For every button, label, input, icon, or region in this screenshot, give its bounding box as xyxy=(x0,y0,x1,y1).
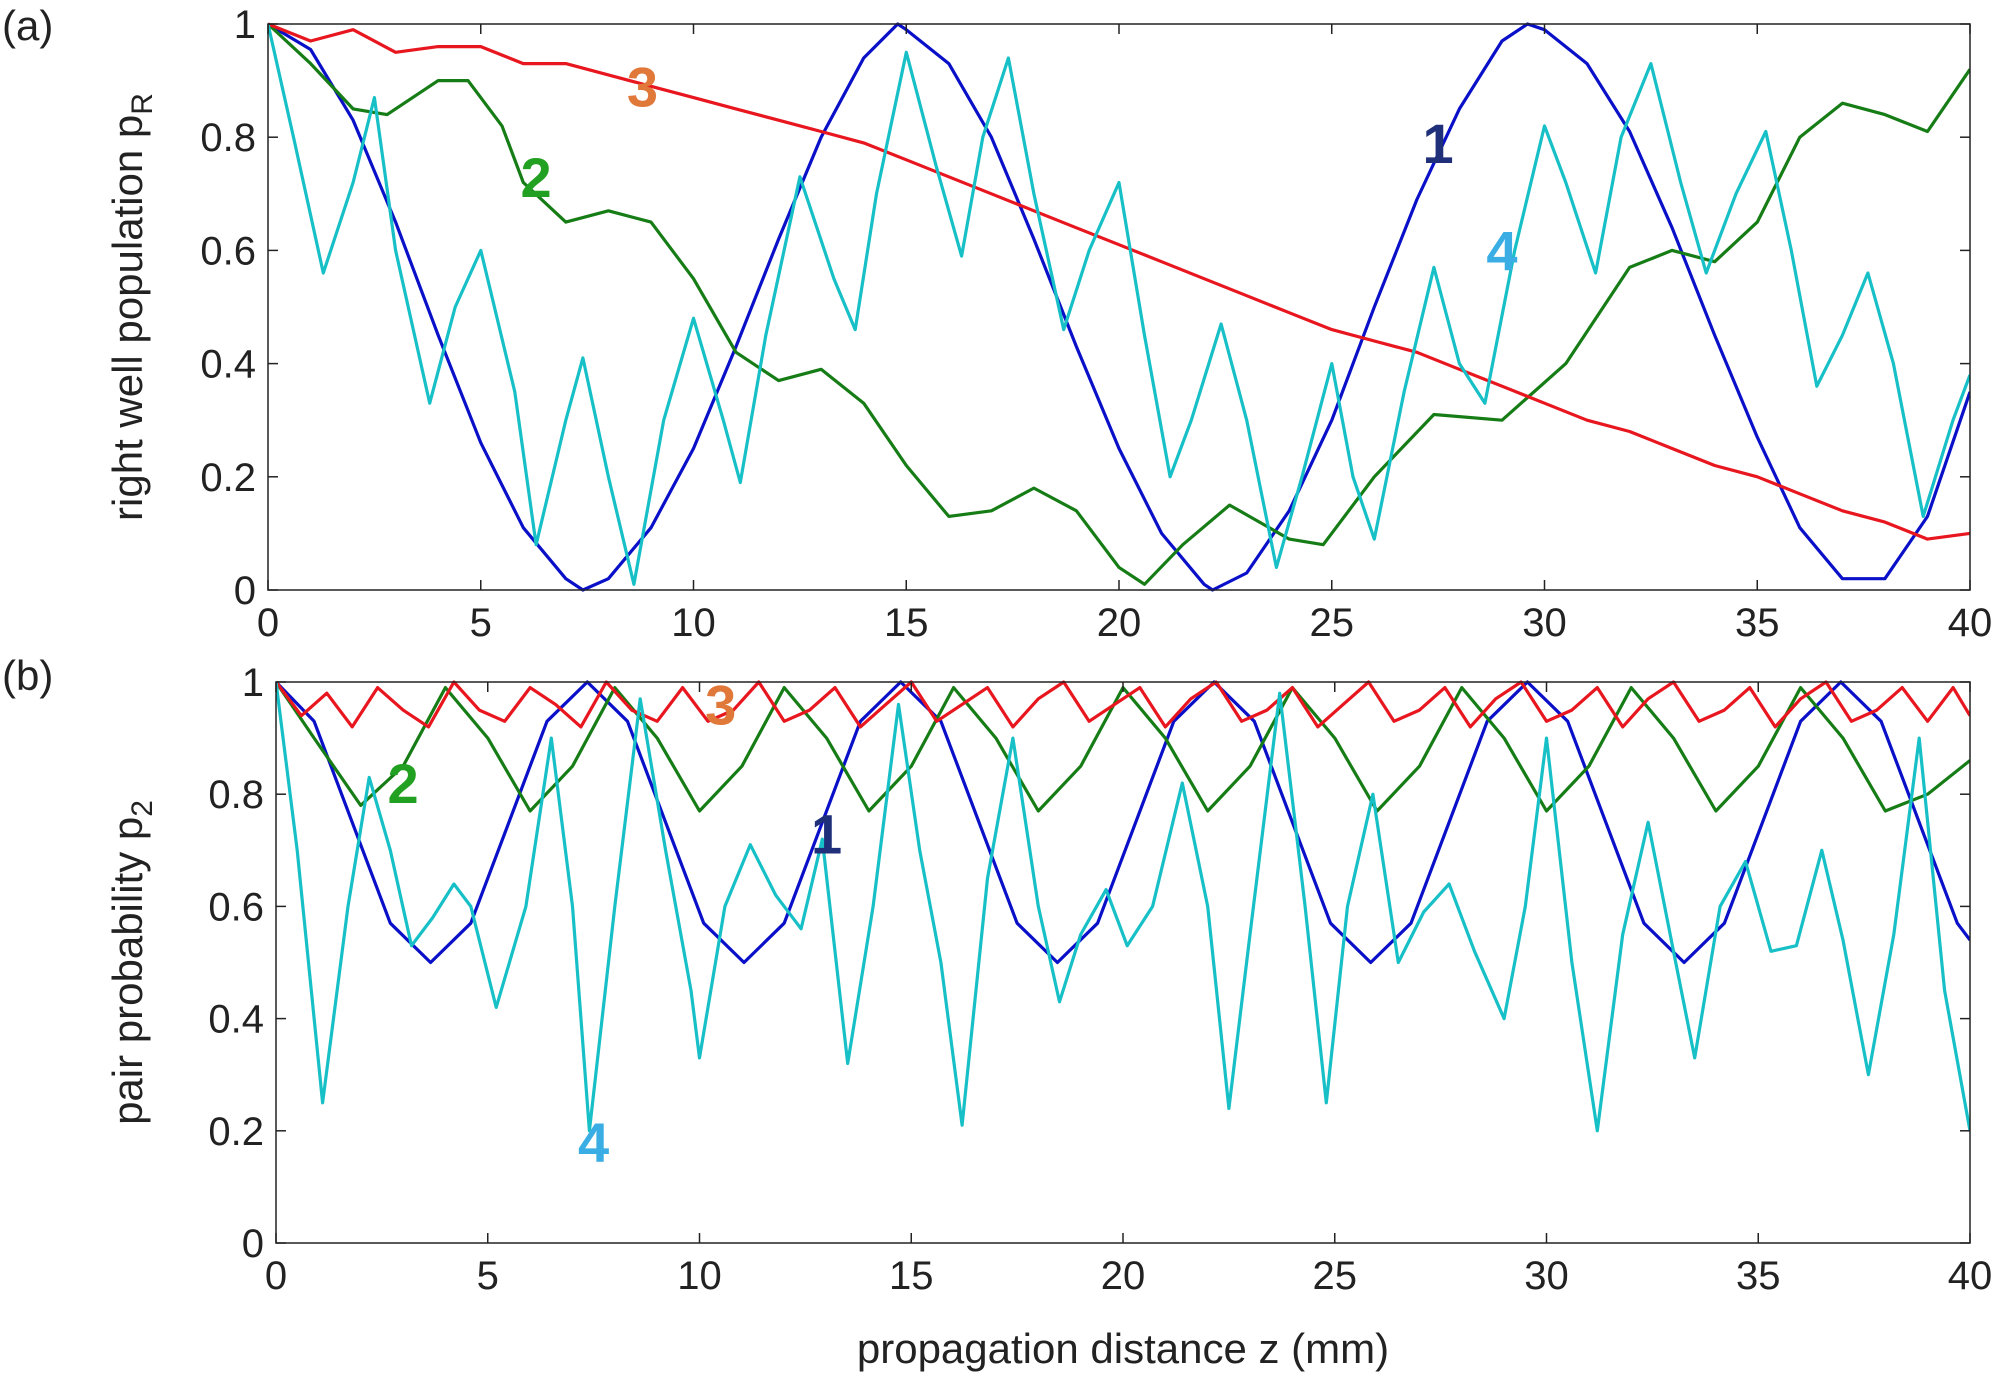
axes-frame xyxy=(267,23,1971,591)
series-line-4 xyxy=(268,23,1970,586)
y-axis-label: right well population pR xyxy=(104,93,159,521)
y-tick-label: 0.2 xyxy=(208,1110,264,1154)
x-tick-label: 10 xyxy=(677,1254,722,1298)
curve-label-2: 2 xyxy=(387,752,418,815)
y-tick-label: 0.6 xyxy=(200,229,256,273)
series-line-3 xyxy=(276,680,1970,729)
y-axis-label: pair probability p2 xyxy=(104,800,159,1125)
x-tick-label: 0 xyxy=(265,1254,287,1298)
x-tick-label: 25 xyxy=(1310,601,1355,645)
x-tick-label: 35 xyxy=(1736,1254,1781,1298)
x-axis-label: propagation distance z (mm) xyxy=(857,1325,1389,1372)
x-tick-label: 40 xyxy=(1948,601,1993,645)
x-tick-label: 20 xyxy=(1097,601,1142,645)
x-tick-label: 15 xyxy=(884,601,929,645)
curve-label-2: 2 xyxy=(520,146,551,209)
x-tick-label: 20 xyxy=(1101,1254,1146,1298)
series-line-3 xyxy=(268,22,1970,541)
x-tick-label: 5 xyxy=(470,601,492,645)
x-tick-label: 30 xyxy=(1522,601,1567,645)
curve-label-1: 1 xyxy=(811,802,842,865)
series-line-1 xyxy=(268,22,1970,592)
x-tick-label: 25 xyxy=(1313,1254,1358,1298)
series-group xyxy=(268,22,1970,592)
curve-label-4: 4 xyxy=(578,1111,609,1174)
series-group xyxy=(276,680,1970,1133)
x-tick-label: 0 xyxy=(257,601,279,645)
y-tick-label: 0.4 xyxy=(208,998,264,1042)
curve-label-1: 1 xyxy=(1423,112,1454,175)
series-line-4 xyxy=(276,681,1970,1133)
y-tick-label: 1 xyxy=(242,661,264,705)
panel-b: 0 5 10 15 20 25 30 35 40 0 0.2 0.4 0.6 0.8 1 pair proba… xyxy=(2,652,1992,1372)
curve-label-4: 4 xyxy=(1486,219,1517,282)
x-tick-label: 10 xyxy=(671,601,716,645)
y-tick-label: 0.8 xyxy=(208,773,264,817)
y-tick-label: 0.4 xyxy=(200,343,256,387)
panel-a: 0 5 10 15 20 25 30 35 40 0 0.2 0.4 0.6 0.8 1 right well… xyxy=(2,2,1992,645)
x-tick-label: 30 xyxy=(1524,1254,1569,1298)
y-tick-label: 0.2 xyxy=(200,456,256,500)
curve-label-3: 3 xyxy=(627,55,658,118)
panel-label: (a) xyxy=(2,2,53,49)
series-line-1 xyxy=(276,680,1970,965)
y-tick-label: 0 xyxy=(242,1222,264,1266)
x-tick-label: 40 xyxy=(1948,1254,1993,1298)
y-tick-label: 0.6 xyxy=(208,885,264,929)
series-line-2 xyxy=(276,681,1970,813)
x-tick-label: 35 xyxy=(1735,601,1780,645)
y-tick-label: 0.8 xyxy=(200,116,256,160)
x-tick-label: 5 xyxy=(477,1254,499,1298)
panel-label: (b) xyxy=(2,652,53,699)
x-tick-label: 15 xyxy=(889,1254,934,1298)
y-tick-label: 1 xyxy=(234,3,256,47)
y-tick-label: 0 xyxy=(234,569,256,613)
series-line-2 xyxy=(268,22,1970,586)
curve-label-3: 3 xyxy=(705,673,736,736)
